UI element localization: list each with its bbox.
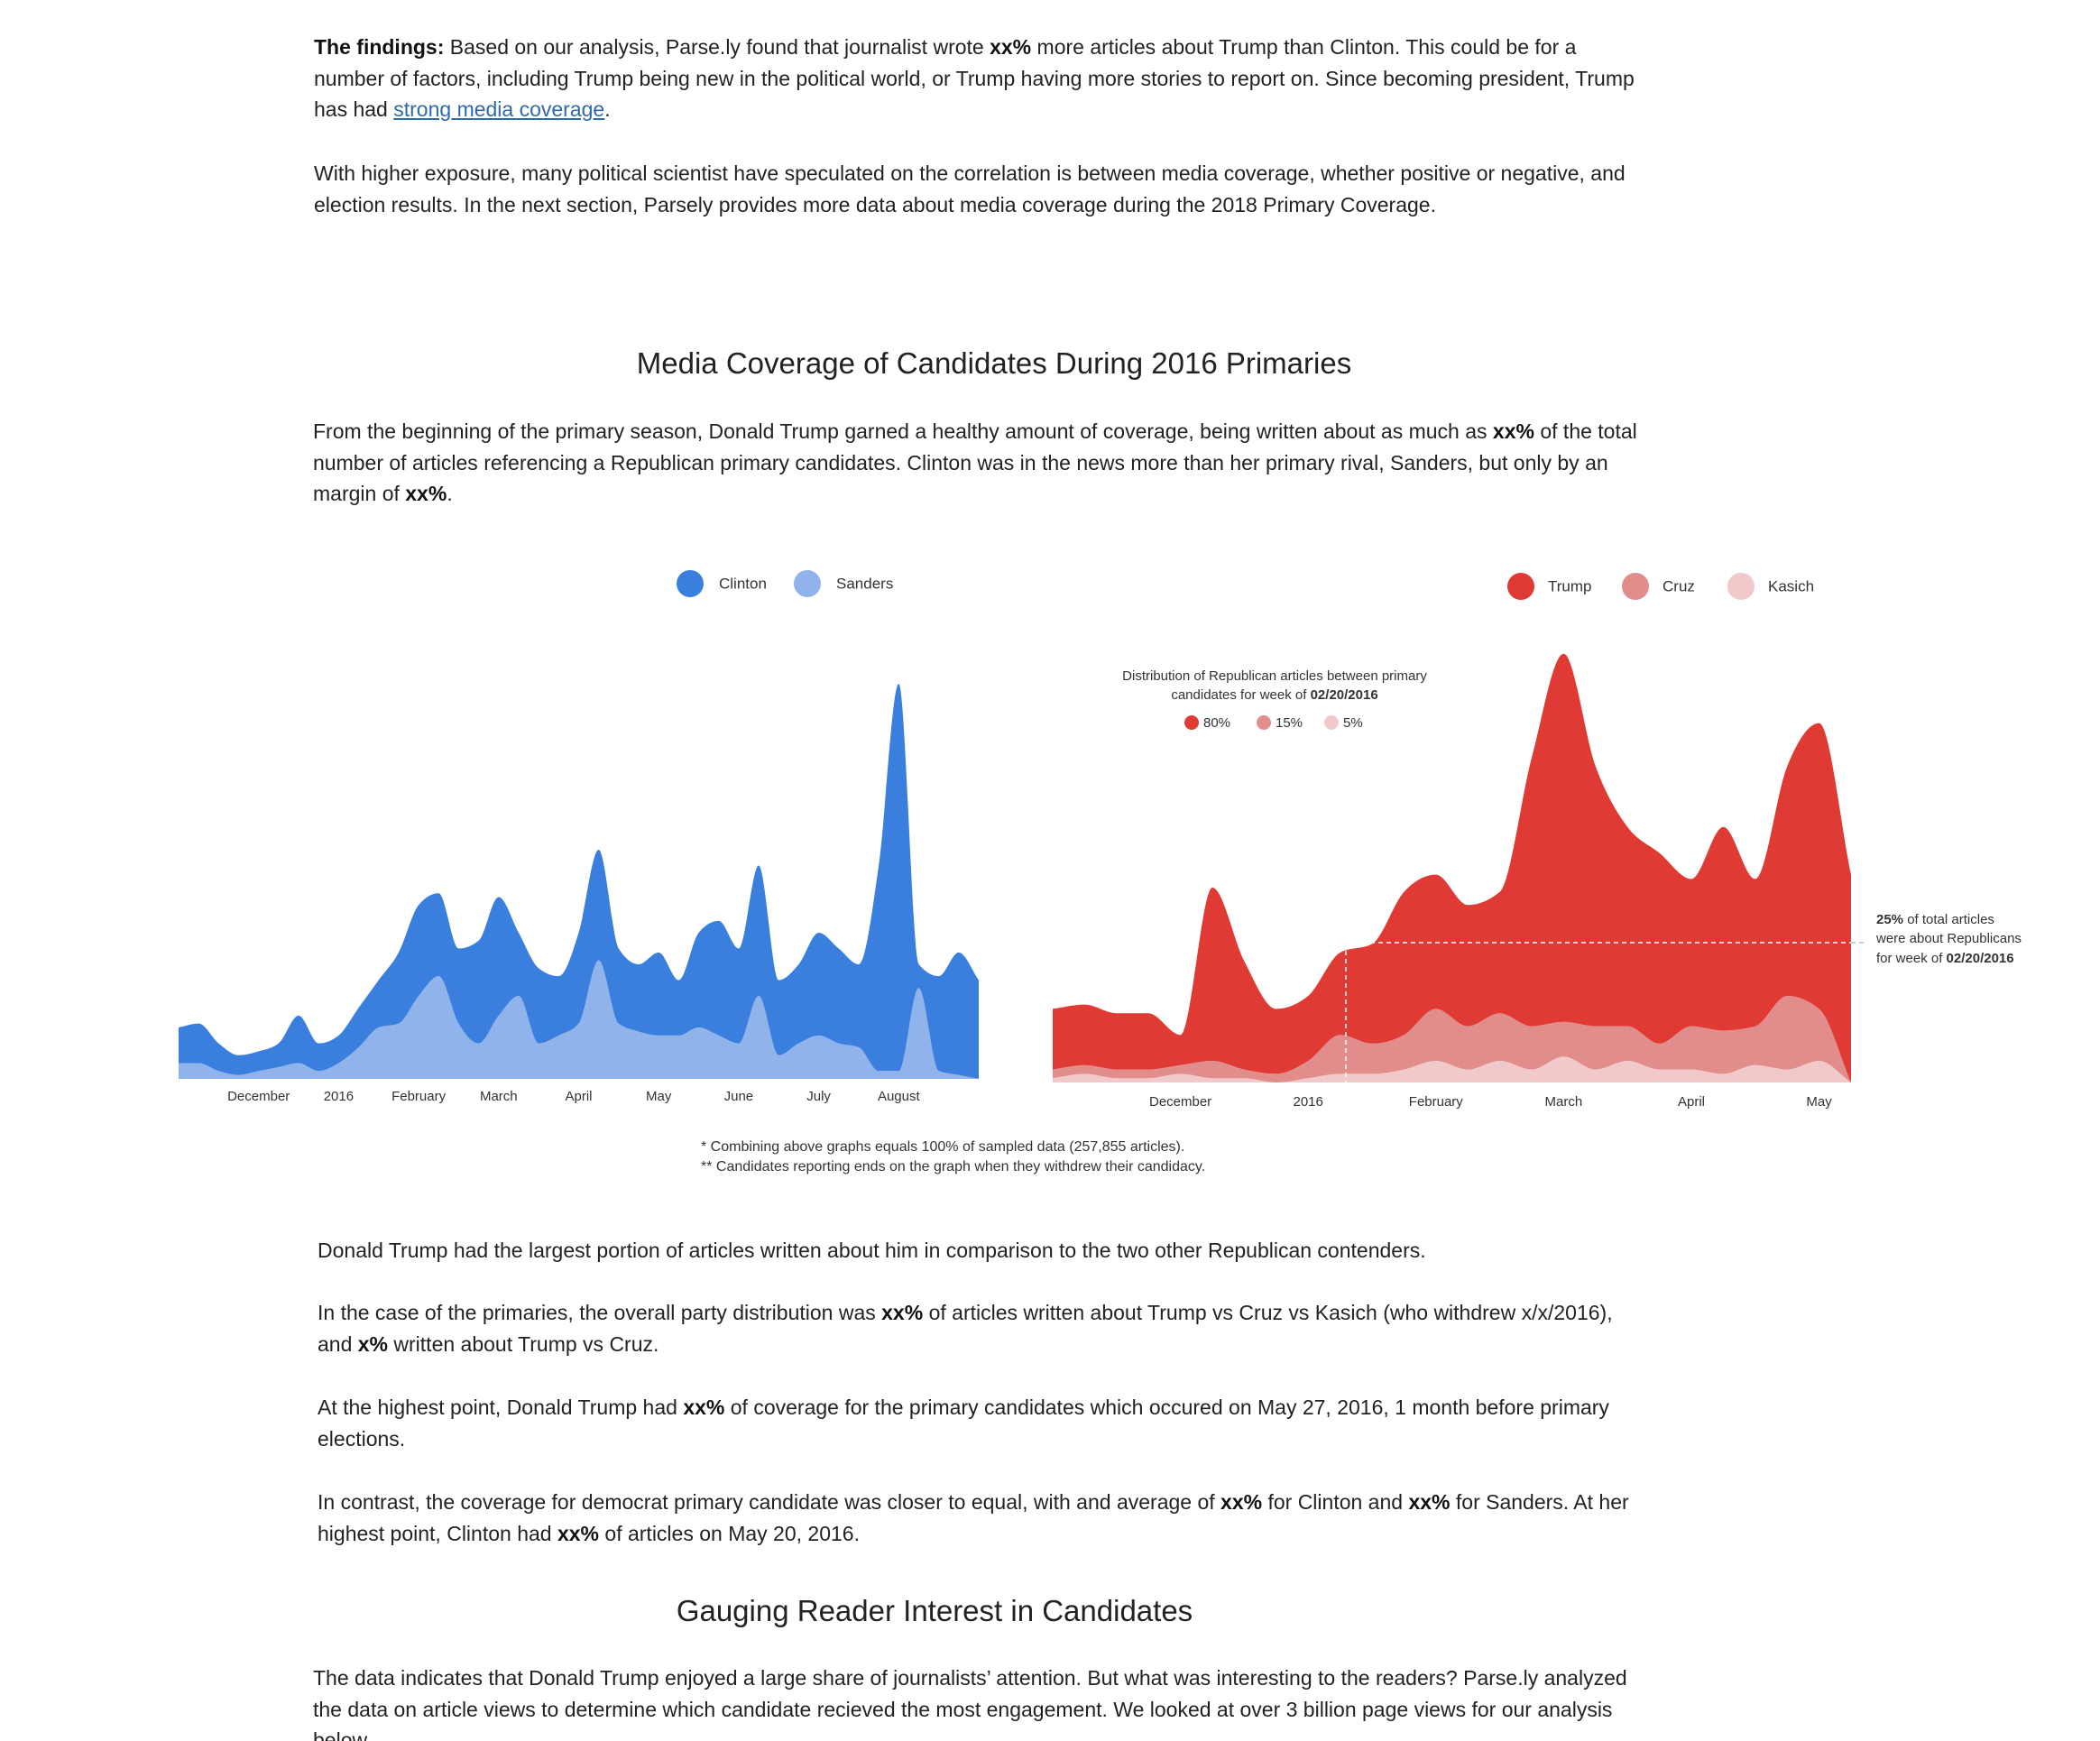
text: Based on our analysis, Parse.ly found th… (444, 35, 990, 59)
x-tick-label: April (565, 1089, 592, 1104)
text: of articles written about Trump vs Cruz … (318, 1301, 1613, 1356)
text: xx% (1408, 1490, 1451, 1514)
text: xx% (1492, 419, 1534, 443)
text: of articles on May 20, 2016. (599, 1521, 860, 1545)
x-tick-label: April (1678, 1094, 1705, 1110)
link[interactable]: strong media coverage (393, 97, 605, 121)
annotation-label: 80% (1203, 715, 1230, 731)
area-chart: December 2016 February March April May Trump Cr… (1053, 573, 2022, 1110)
text: xx% (405, 482, 447, 505)
annotation-text: candidates for week of (1171, 687, 1307, 703)
text: more articles about Trump than Clinton. … (314, 35, 1635, 121)
legend-label: Trump (1548, 577, 1592, 594)
text: xx% (683, 1396, 725, 1419)
annotation-marker (1257, 715, 1271, 730)
annotation-label: 5% (1343, 715, 1363, 731)
annotation-label: 15% (1276, 715, 1303, 731)
text: . (604, 97, 611, 121)
section-heading: Gauging Reader Interest in Candidates (676, 1594, 1193, 1627)
annotation-text: candidates for week of 02/20/2016 (1171, 687, 1377, 703)
section-heading: Media Coverage of Candidates During 2016… (636, 346, 1352, 380)
note-text: were about Republicans (1875, 931, 2022, 946)
annotation-marker (1324, 715, 1339, 730)
paragraph: In contrast, the coverage for democrat p… (318, 1487, 1653, 1549)
x-tick-label: June (724, 1089, 754, 1104)
text: written about Trump vs Cruz. (388, 1331, 659, 1356)
x-tick-label: 2016 (324, 1089, 354, 1104)
legend-label: Clinton (719, 575, 767, 592)
paragraph: In the case of the primaries, the overal… (318, 1297, 1653, 1359)
note-text: 25% of total articles (1876, 912, 1994, 927)
paragraph: From the beginning of the primary season… (313, 416, 1648, 510)
text: x% (357, 1331, 389, 1356)
x-tick-label: December (227, 1089, 290, 1104)
paragraph: The data indicates that Donald Trump enj… (313, 1663, 1648, 1741)
x-tick-label: March (1545, 1094, 1583, 1110)
text: The findings: (314, 35, 445, 59)
x-tick-label: February (391, 1089, 447, 1104)
legend-label: Cruz (1662, 577, 1695, 594)
paragraph: The findings: Based on our analysis, Par… (314, 32, 1649, 125)
text: With higher exposure, many political sci… (314, 161, 1626, 216)
text: for Sanders. At her highest point, Clint… (318, 1490, 1629, 1545)
text: of the total number of articles referenc… (313, 419, 1637, 505)
x-tick-label: July (806, 1089, 831, 1104)
x-tick-label: February (1409, 1094, 1464, 1110)
x-tick-label: May (646, 1089, 672, 1104)
paragraph: At the highest point, Donald Trump had x… (318, 1392, 1653, 1454)
area-series (179, 684, 979, 1079)
legend-marker (1622, 573, 1649, 600)
text: . (447, 482, 453, 505)
note-text: for week of 02/20/2016 (1876, 951, 2014, 966)
text: xx% (990, 35, 1032, 59)
legend-label: Sanders (836, 575, 893, 592)
note-text: for week of (1876, 951, 1943, 966)
x-tick-label: August (878, 1089, 921, 1104)
area-series (179, 960, 979, 1079)
text: In the case of the primaries, the overal… (318, 1301, 882, 1324)
annotation-date: 02/20/2016 (1311, 687, 1378, 703)
note-value: 25% (1876, 912, 1903, 927)
x-tick-label: March (480, 1089, 518, 1104)
paragraph: With higher exposure, many political sci… (314, 158, 1649, 220)
text: In contrast, the coverage for democrat p… (318, 1490, 1221, 1514)
text: Donald Trump had the largest portion of … (318, 1239, 1426, 1262)
text: From the beginning of the primary season… (313, 419, 1493, 443)
text: xx% (557, 1521, 600, 1545)
note-date: 02/20/2016 (1947, 951, 2014, 966)
legend-marker (1727, 573, 1755, 600)
note-text: of total articles (1907, 912, 1994, 927)
area-series (1053, 653, 1851, 1082)
legend-label: Kasich (1768, 577, 1814, 594)
text: xx% (881, 1301, 924, 1324)
x-tick-label: May (1806, 1094, 1832, 1110)
paragraph: Donald Trump had the largest portion of … (318, 1235, 1653, 1267)
footnote: ** Candidates reporting ends on the grap… (701, 1159, 1205, 1174)
area-series (1053, 996, 1851, 1082)
legend-marker (677, 570, 704, 597)
text: of coverage for the primary candidates w… (318, 1396, 1609, 1451)
text: The data indicates that Donald Trump enj… (313, 1666, 1627, 1741)
text: At the highest point, Donald Trump had (318, 1396, 684, 1419)
footnote: * Combining above graphs equals 100% of … (701, 1139, 1184, 1155)
annotation-text: Distribution of Republican articles betw… (1122, 668, 1427, 684)
x-tick-label: December (1149, 1094, 1211, 1110)
text: xx% (1220, 1490, 1263, 1514)
text: for Clinton and (1262, 1490, 1409, 1514)
annotation-marker (1184, 715, 1199, 730)
x-tick-label: 2016 (1294, 1094, 1323, 1110)
area-series (1053, 1056, 1851, 1082)
area-chart: December 2016 February March April May June Jul… (179, 570, 979, 1104)
legend-marker (794, 570, 821, 597)
legend-marker (1507, 573, 1534, 600)
